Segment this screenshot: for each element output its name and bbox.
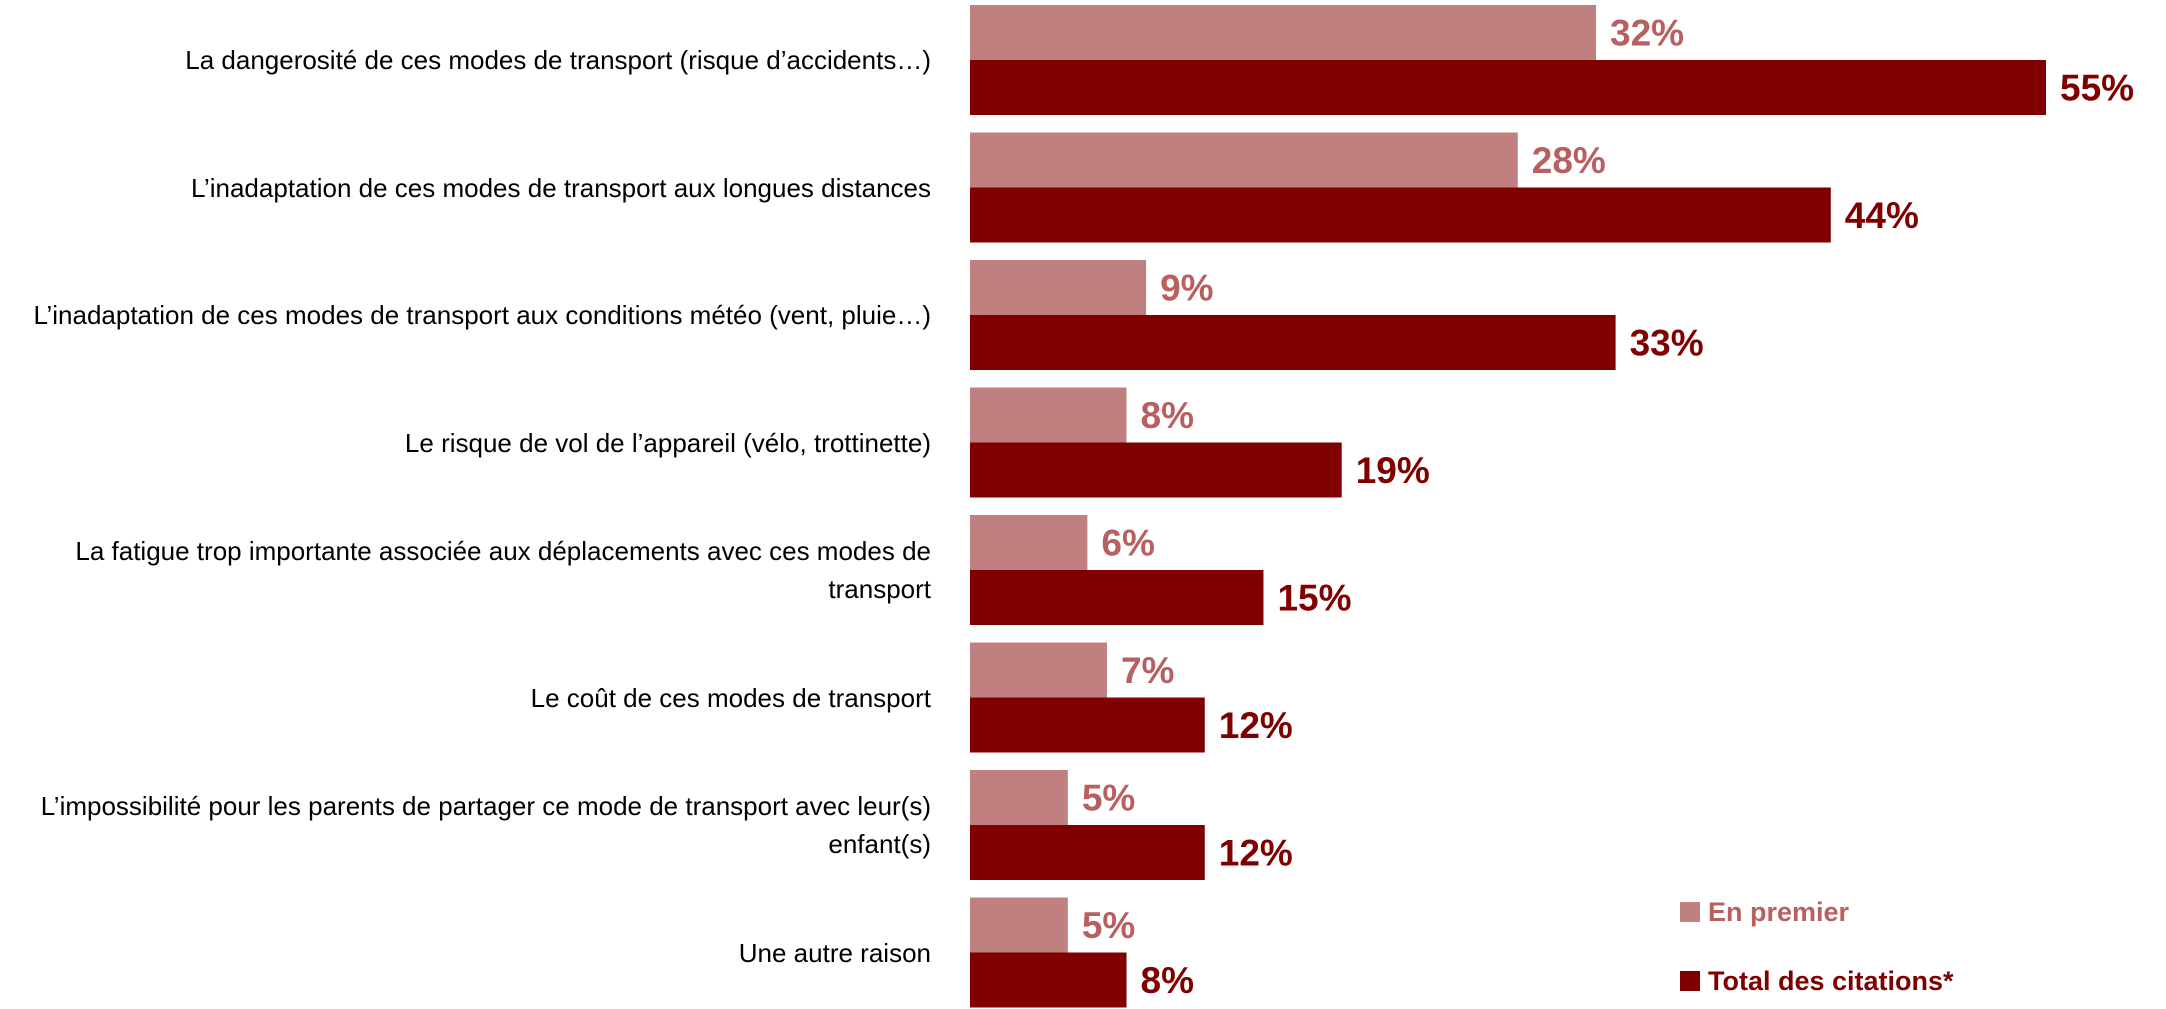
legend-label: En premier (1708, 897, 1850, 927)
value-label: 8% (1141, 960, 1194, 1001)
bar (970, 315, 1616, 370)
bar (970, 5, 1597, 60)
bar (970, 697, 1205, 753)
value-label: 32% (1610, 12, 1684, 53)
value-label: 6% (1101, 522, 1154, 563)
legend-label: Total des citations* (1708, 966, 1954, 996)
value-label: 55% (2060, 67, 2134, 108)
bar (970, 260, 1147, 315)
bar (970, 770, 1068, 825)
bar (970, 642, 1107, 698)
value-label: 19% (1356, 450, 1430, 491)
value-label: 12% (1219, 832, 1293, 873)
bar (970, 387, 1127, 443)
bar (970, 897, 1068, 953)
value-label: 5% (1082, 777, 1135, 818)
legend-swatch (1680, 902, 1700, 922)
value-label: 12% (1219, 705, 1293, 746)
value-label: 5% (1082, 905, 1135, 946)
bar (970, 442, 1342, 498)
category-label: L’inadaptation de ces modes de transport… (33, 300, 931, 330)
bar (970, 515, 1088, 570)
value-label: 15% (1277, 577, 1351, 618)
bar (970, 952, 1127, 1008)
bar (970, 132, 1518, 188)
value-label: 7% (1121, 650, 1174, 691)
category-label: L’impossibilité pour les parents de part… (40, 791, 931, 859)
bar (970, 570, 1264, 625)
bar (970, 187, 1831, 243)
bar (970, 825, 1205, 880)
value-label: 33% (1630, 322, 1704, 363)
category-label: La fatigue trop importante associée aux … (75, 536, 931, 604)
category-label: Une autre raison (738, 937, 931, 968)
value-label: 8% (1141, 395, 1194, 436)
category-label: L’inadaptation de ces modes de transport… (190, 172, 931, 203)
value-label: 44% (1845, 195, 1919, 236)
value-label: 28% (1532, 140, 1606, 181)
legend-swatch (1680, 971, 1700, 991)
category-label: La dangerosité de ces modes de transport… (185, 45, 931, 75)
bar (970, 60, 2046, 115)
value-label: 9% (1160, 267, 1213, 308)
category-label: Le risque de vol de l’appareil (vélo, tr… (404, 427, 931, 458)
category-label: Le coût de ces modes de transport (530, 682, 931, 713)
